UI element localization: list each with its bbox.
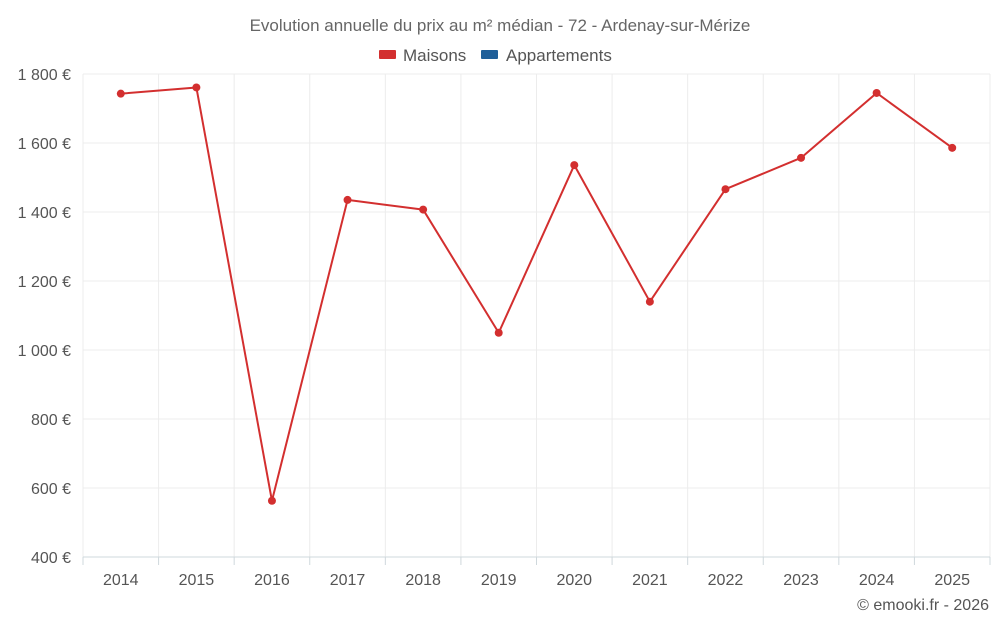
y-tick-label: 400 € bbox=[31, 550, 71, 567]
legend-swatch-maisons bbox=[379, 50, 396, 59]
legend-swatch-appartements bbox=[481, 50, 498, 59]
grid bbox=[82, 73, 991, 557]
x-tick-label: 2015 bbox=[179, 572, 215, 589]
y-tick-label: 600 € bbox=[31, 481, 71, 498]
x-tick-label: 2025 bbox=[934, 572, 970, 589]
x-tick-label: 2018 bbox=[405, 572, 441, 589]
data-point-maisons bbox=[192, 83, 201, 92]
legend-label-maisons: Maisons bbox=[403, 46, 466, 65]
x-tick-label: 2017 bbox=[330, 572, 366, 589]
y-tick-label: 1 600 € bbox=[18, 136, 71, 153]
data-point-maisons bbox=[721, 185, 730, 194]
y-tick-label: 1 000 € bbox=[18, 343, 71, 360]
x-tick-label: 2019 bbox=[481, 572, 517, 589]
legend-item-maisons[interactable]: Maisons bbox=[379, 46, 466, 65]
y-tick-label: 1 200 € bbox=[18, 274, 71, 291]
legend: Maisons Appartements bbox=[379, 46, 612, 65]
x-tick-label: 2021 bbox=[632, 572, 668, 589]
data-point-maisons bbox=[116, 89, 125, 98]
axes: 1 800 € 1 600 € 1 400 € 1 200 € 1 000 € 800 €… bbox=[18, 67, 991, 589]
legend-item-appartements[interactable]: Appartements bbox=[481, 46, 612, 65]
x-tick-label: 2020 bbox=[556, 572, 592, 589]
x-tick-label: 2016 bbox=[254, 572, 290, 589]
x-tick-label: 2014 bbox=[103, 572, 139, 589]
data-point-maisons bbox=[570, 161, 579, 170]
x-tick-label: 2023 bbox=[783, 572, 819, 589]
chart-title: Evolution annuelle du prix au m² médian … bbox=[250, 16, 751, 35]
data-point-maisons bbox=[797, 153, 806, 162]
data-point-maisons bbox=[645, 297, 654, 306]
credit-text: © emooki.fr - 2026 bbox=[857, 597, 989, 614]
data-point-maisons bbox=[419, 205, 428, 214]
data-point-maisons bbox=[872, 88, 881, 97]
series-maisons bbox=[116, 83, 957, 505]
data-point-maisons bbox=[494, 328, 503, 337]
y-tick-label: 1 400 € bbox=[18, 205, 71, 222]
data-point-maisons bbox=[948, 143, 957, 152]
y-tick-label: 1 800 € bbox=[18, 67, 71, 84]
y-tick-label: 800 € bbox=[31, 412, 71, 429]
legend-label-appartements: Appartements bbox=[506, 46, 612, 65]
series-line-maisons bbox=[120, 86, 953, 502]
data-point-maisons bbox=[267, 496, 276, 505]
x-tick-label: 2024 bbox=[859, 572, 895, 589]
data-point-maisons bbox=[343, 195, 352, 204]
x-tick-label: 2022 bbox=[708, 572, 744, 589]
